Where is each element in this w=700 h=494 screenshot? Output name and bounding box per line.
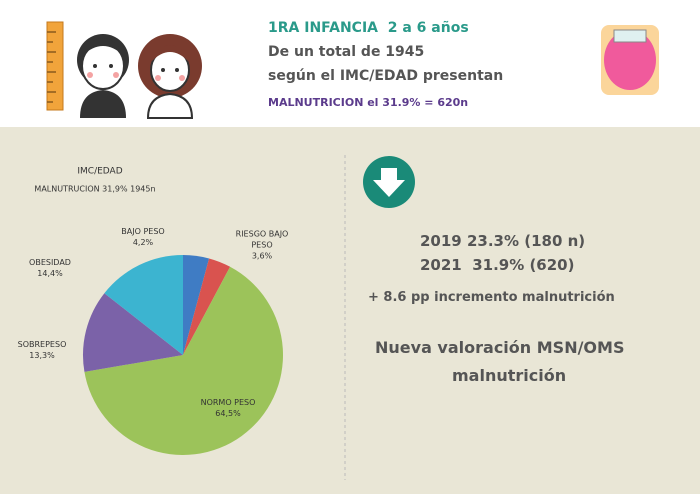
category-label: RIESGO BAJO PESO <box>235 229 289 250</box>
slice-label: OBESIDAD 14,4% <box>29 257 71 279</box>
chart-title: IMC/EDAD <box>77 166 123 177</box>
pie-slice <box>84 266 283 455</box>
ruler-ticks <box>47 31 56 103</box>
value-label: 4,2% <box>132 238 154 247</box>
value-label: 13,3% <box>29 351 55 360</box>
chart-subtitle: MALNUTRUCION 31,9% 1945n <box>34 184 156 194</box>
category-label: SOBREPESO <box>17 340 67 349</box>
header-line: 1RA INFANCIA 2 a 6 años <box>268 20 469 36</box>
value-label: 64,5% <box>215 409 241 418</box>
note-line: malnutrición <box>452 366 567 385</box>
value-label: 14,4% <box>37 269 63 278</box>
slice-label: BAJO PESO 4,2% <box>121 226 164 248</box>
category-label: OBESIDAD <box>29 258 71 267</box>
boy <box>77 34 129 118</box>
pie-slice <box>104 255 183 355</box>
summary-line: + 8.6 pp incremento malnutrición <box>368 290 615 305</box>
pie-slice <box>183 255 210 355</box>
pie <box>82 255 283 455</box>
note-line: Nueva valoración MSN/OMS <box>375 338 625 357</box>
slice-label: SOBREPESO 13,3% <box>18 339 67 361</box>
header-line: MALNUTRICION el 31.9% = 620n <box>268 96 469 109</box>
down-arrow <box>373 168 405 197</box>
pie-slice <box>82 293 183 372</box>
ruler <box>46 21 64 111</box>
category-label: NORMO PESO <box>200 398 256 407</box>
slice-label: RIESGO BAJO PESO 3,6% <box>232 229 292 262</box>
girl <box>138 34 202 119</box>
header-line: según el IMC/EDAD presentan <box>268 68 504 84</box>
pie-slice <box>183 258 231 355</box>
category-label: BAJO PESO <box>121 227 165 236</box>
value-label: 3,6% <box>251 251 273 261</box>
header-line: De un total de 1945 <box>268 44 425 60</box>
slice-label: NORMO PESO 64,5% <box>201 397 256 419</box>
summary-line: 2021 31.9% (620) <box>420 256 575 274</box>
scale-icon <box>601 25 659 95</box>
summary-line: 2019 23.3% (180 n) <box>420 232 586 250</box>
